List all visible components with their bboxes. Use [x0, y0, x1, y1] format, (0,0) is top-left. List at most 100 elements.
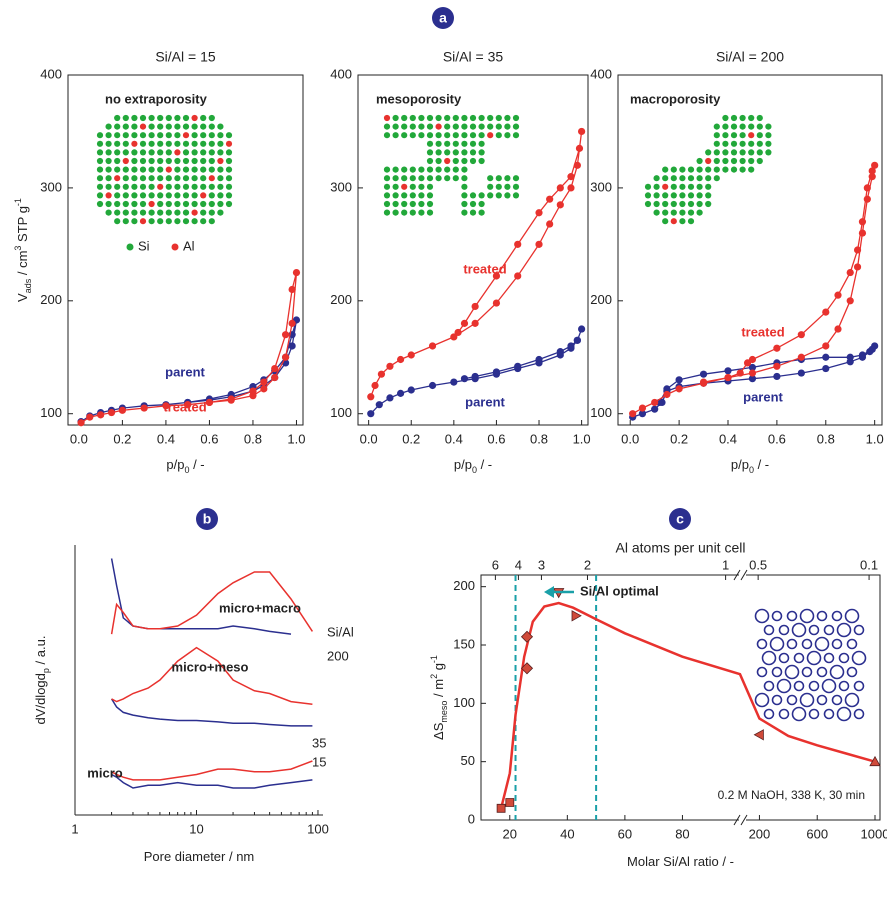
data-point: [288, 285, 296, 294]
lattice-atom: [435, 149, 442, 156]
framework-ring: [754, 608, 770, 624]
plot-frame: [67, 74, 304, 426]
lattice-atom: [208, 218, 215, 225]
lattice-atom: [383, 166, 391, 173]
data-point: [573, 161, 581, 169]
annotation: Si/Al: [327, 624, 354, 639]
lattice-atom: [713, 175, 720, 182]
lattice-atom: [105, 166, 112, 173]
axis-break-gap: [739, 817, 746, 823]
lattice-atom: [200, 200, 207, 208]
data-point: [386, 362, 394, 370]
lattice-atom: [165, 175, 172, 182]
lattice-atom: [148, 140, 155, 147]
lattice-atom: [512, 114, 520, 122]
data-point: [520, 662, 534, 675]
lattice-atom: [157, 166, 164, 173]
lattice-atom: [200, 132, 207, 139]
data-point: [858, 351, 867, 359]
lattice-atom: [461, 175, 468, 182]
lattice-atom: [512, 192, 520, 199]
lattice-atom: [722, 140, 729, 147]
lattice-atom: [653, 183, 660, 190]
lattice-atom: [713, 123, 720, 130]
data-point: [578, 325, 586, 333]
framework-ring: [769, 636, 785, 652]
panel-badge: [196, 508, 218, 530]
lattice-atom: [122, 192, 129, 199]
lattice-atom: [478, 114, 485, 122]
lattice-atom: [114, 200, 121, 208]
data-point: [260, 378, 268, 386]
lattice-atom: [165, 218, 172, 225]
lattice-atom: [426, 149, 434, 156]
lattice-atom: [495, 183, 502, 190]
lattice-atom: [225, 132, 233, 139]
lattice-atom: [191, 175, 198, 182]
lattice-atom: [217, 200, 224, 208]
lattice-atom: [487, 192, 494, 199]
data-point: [797, 353, 805, 361]
lattice-atom: [225, 183, 233, 190]
data-point: [396, 355, 405, 364]
lattice-atom: [131, 149, 138, 156]
data-point: [748, 355, 757, 364]
lattice-atom: [165, 140, 172, 147]
lattice-atom: [756, 123, 763, 130]
data-point: [492, 368, 501, 376]
lattice-atom: [748, 123, 755, 130]
data-point: [578, 127, 586, 136]
lattice-atom: [174, 200, 181, 208]
y-tick-label: 400: [330, 66, 352, 81]
legend-label: Al: [183, 238, 195, 253]
lattice-atom: [495, 175, 502, 182]
data-point: [853, 263, 862, 271]
lattice-atom: [174, 123, 181, 130]
data-point: [460, 319, 469, 327]
lattice-atom: [452, 166, 459, 173]
data-point: [454, 328, 462, 337]
lattice-atom: [182, 166, 190, 173]
lattice-atom: [225, 149, 233, 156]
lattice-atom: [191, 114, 198, 122]
lattice-atom: [191, 192, 198, 199]
data-point: [699, 370, 708, 378]
lattice-atom: [765, 140, 772, 147]
lattice-atom: [444, 114, 451, 122]
axis-break: [733, 569, 748, 581]
lattice-atom: [139, 123, 147, 130]
data-point: [556, 184, 564, 192]
lattice-atom: [696, 192, 703, 199]
lattice-atom: [756, 140, 763, 147]
lattice-atom: [504, 175, 511, 182]
lattice-atom: [217, 157, 224, 165]
lattice-atom: [679, 192, 686, 199]
lattice-atom: [452, 132, 459, 139]
lattice-atom: [401, 114, 408, 122]
annotation: 35: [312, 735, 326, 750]
y-tick-label: 50: [461, 753, 475, 768]
lattice-atom: [426, 175, 434, 182]
chart-title: Si/Al = 200: [716, 49, 784, 65]
label-part: / -: [477, 457, 492, 472]
framework-ring: [763, 708, 775, 720]
lattice-atom: [139, 209, 147, 216]
lattice-atom: [512, 132, 520, 139]
lattice-atom: [756, 114, 763, 122]
lattice-atom: [114, 192, 121, 199]
lattice-atom: [165, 157, 172, 165]
data-point: [184, 401, 192, 409]
lattice-atom: [139, 114, 147, 122]
lattice-atom: [182, 157, 190, 165]
framework-ring: [844, 608, 860, 624]
data-point: [288, 342, 296, 350]
label-part: p/p: [454, 457, 472, 472]
lattice-atom: [435, 140, 442, 147]
lattice-atom: [705, 157, 712, 165]
lattice-atom: [392, 114, 399, 122]
lattice-atom: [495, 132, 502, 139]
data-point: [371, 381, 379, 390]
fit-line: [499, 601, 876, 809]
lattice-atom: [114, 183, 121, 190]
lattice-atom: [418, 114, 425, 122]
